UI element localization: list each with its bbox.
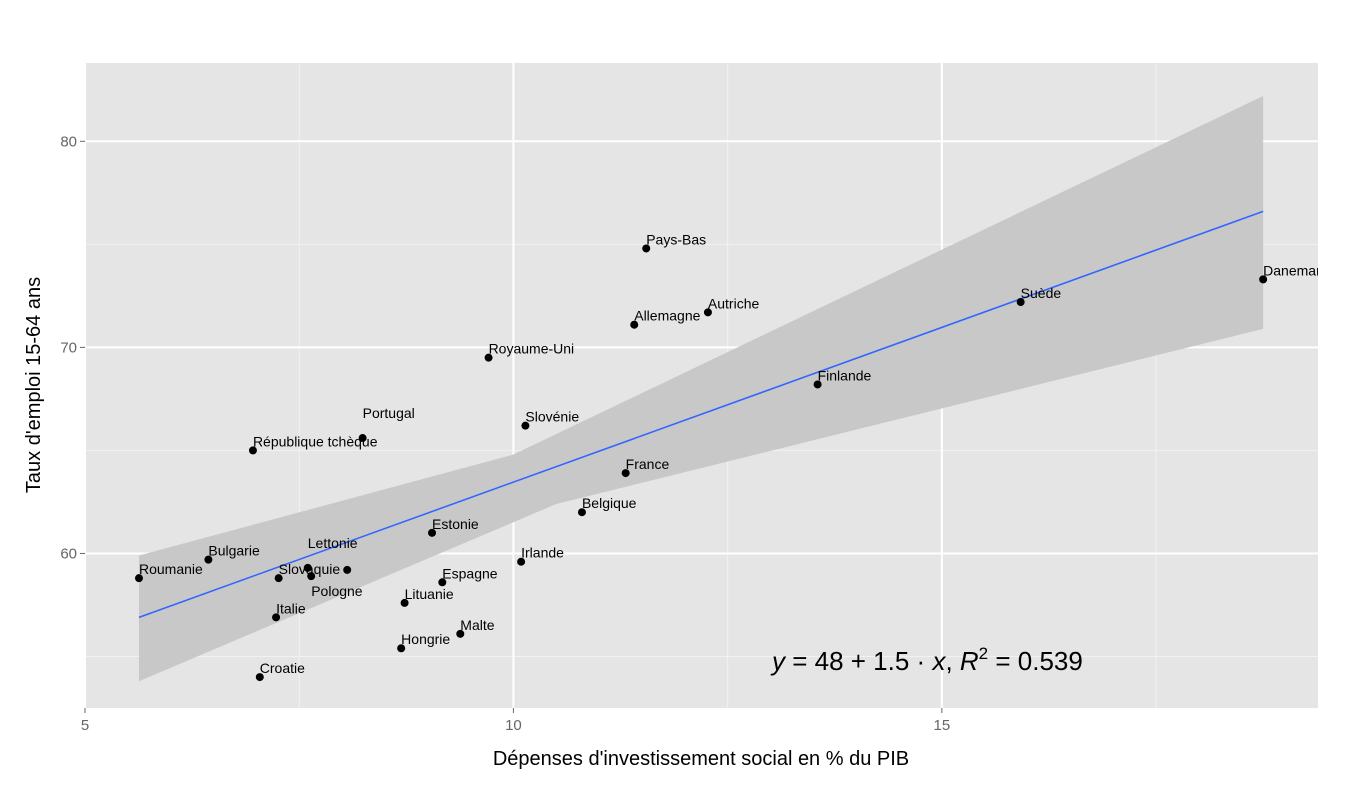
point-label: Pologne bbox=[311, 583, 363, 599]
x-tick-label: 10 bbox=[505, 717, 522, 734]
data-point bbox=[642, 244, 651, 253]
data-point bbox=[703, 308, 712, 317]
point-label: Finlande bbox=[818, 367, 872, 383]
data-point bbox=[456, 629, 465, 638]
x-axis-label: Dépenses d'investissement social en % du… bbox=[493, 748, 909, 770]
data-point bbox=[1016, 298, 1025, 307]
point-label: Roumanie bbox=[139, 561, 203, 577]
data-point bbox=[397, 644, 406, 653]
data-point bbox=[484, 353, 493, 362]
data-point bbox=[1259, 275, 1268, 284]
data-point bbox=[400, 598, 409, 607]
confidence-band bbox=[138, 95, 1264, 682]
data-point bbox=[134, 574, 143, 583]
point-label: Estonie bbox=[432, 516, 479, 532]
point-label: Lituanie bbox=[405, 586, 454, 602]
point-label: Belgique bbox=[582, 495, 637, 511]
point-label: Autriche bbox=[708, 295, 760, 311]
point-label: Irlande bbox=[521, 545, 564, 561]
data-point bbox=[204, 555, 213, 564]
point-label: Hongrie bbox=[401, 631, 450, 647]
data-point bbox=[248, 446, 257, 455]
point-label: Royaume-Uni bbox=[489, 341, 575, 357]
point-label: Danemark bbox=[1263, 262, 1329, 278]
point-label: France bbox=[626, 456, 670, 472]
data-point bbox=[358, 434, 367, 443]
point-label: Slovaquie bbox=[279, 561, 341, 577]
data-point bbox=[521, 421, 530, 430]
regression-equation: y = 48 + 1.5 · x, R2 = 0.539 bbox=[770, 644, 1083, 676]
point-label: Suède bbox=[1021, 285, 1062, 301]
data-point bbox=[343, 565, 352, 574]
y-tick-label: 70 bbox=[60, 339, 77, 356]
point-label: Malte bbox=[460, 617, 494, 633]
data-point bbox=[813, 380, 822, 389]
data-point bbox=[630, 320, 639, 329]
point-label: République tchèque bbox=[253, 433, 378, 449]
point-label: Bulgarie bbox=[208, 543, 260, 559]
x-tick-label: 15 bbox=[934, 717, 951, 734]
data-point bbox=[303, 563, 312, 572]
point-label: Espagne bbox=[442, 565, 497, 581]
data-point bbox=[272, 613, 281, 622]
y-tick-label: 80 bbox=[60, 133, 77, 150]
data-point bbox=[428, 528, 437, 537]
point-label: Italie bbox=[276, 600, 306, 616]
y-tick-label: 60 bbox=[60, 545, 77, 562]
point-label: Slovénie bbox=[525, 409, 579, 425]
data-point bbox=[438, 578, 447, 587]
y-axis-label: Taux d'emploi 15-64 ans bbox=[23, 277, 45, 493]
fit-line bbox=[138, 210, 1264, 619]
data-point bbox=[274, 574, 283, 583]
point-label: Portugal bbox=[363, 405, 415, 421]
data-point bbox=[621, 469, 630, 478]
point-label: Allemagne bbox=[634, 308, 700, 324]
data-point bbox=[517, 557, 526, 566]
point-label: Croatie bbox=[260, 660, 305, 676]
data-point bbox=[577, 508, 586, 517]
data-point bbox=[307, 572, 316, 581]
point-label: Pays-Bas bbox=[646, 231, 706, 247]
x-tick-label: 5 bbox=[81, 717, 89, 734]
data-point bbox=[255, 673, 264, 682]
point-label: Lettonie bbox=[308, 535, 358, 551]
